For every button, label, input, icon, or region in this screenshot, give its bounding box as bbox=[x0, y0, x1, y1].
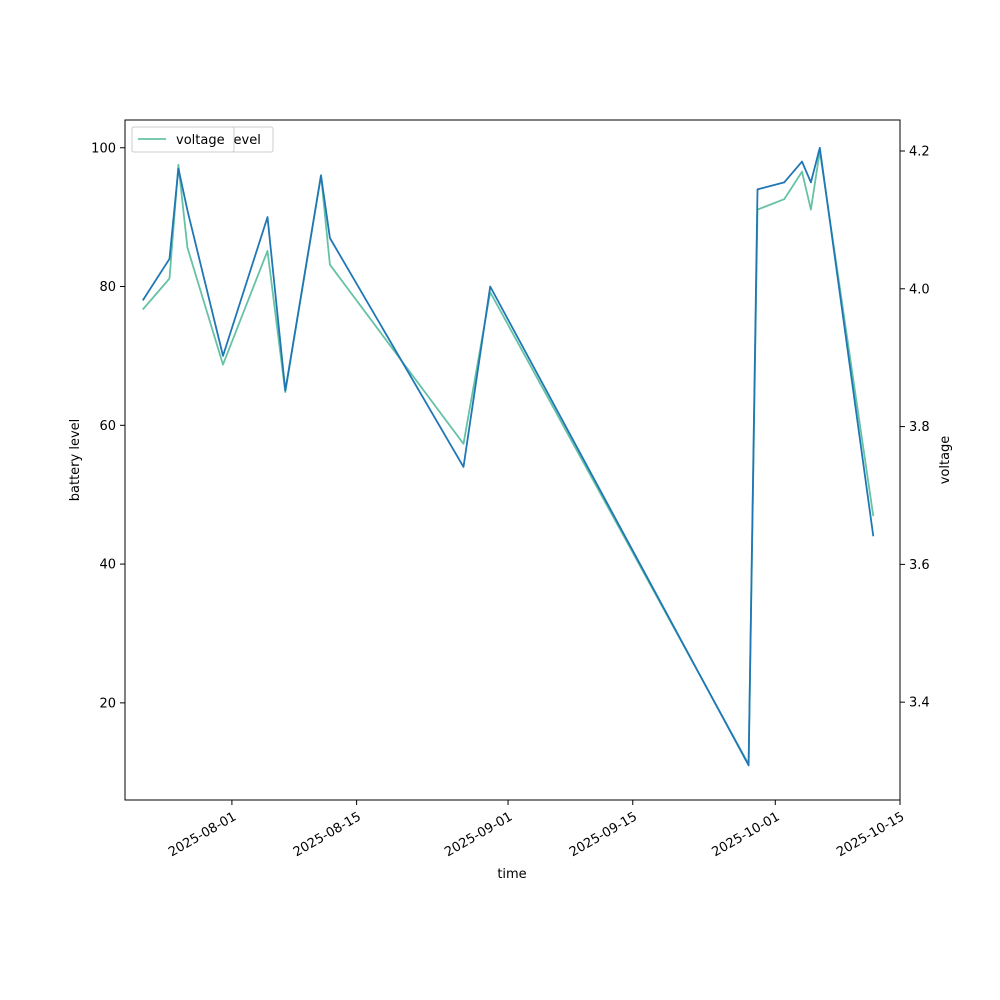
series-layer bbox=[142, 146, 875, 767]
series-line-battery-level bbox=[142, 146, 875, 767]
y-axis-right-label: voltage bbox=[938, 436, 953, 485]
legend-label-battery: voltage bbox=[176, 133, 225, 148]
y-left-tick-label: 60 bbox=[99, 419, 116, 434]
y-left-tick-label: 40 bbox=[99, 558, 116, 573]
y-axis-left-ticks: 20 40 60 80 100 bbox=[91, 141, 125, 711]
legend-box-battery bbox=[131, 126, 235, 153]
y-left-tick-label: 100 bbox=[91, 141, 116, 156]
y-axis-left-label: battery level bbox=[68, 419, 83, 502]
y-right-tick-label: 3.6 bbox=[909, 558, 930, 573]
y-left-tick-label: 20 bbox=[99, 696, 116, 711]
y-axis-right-ticks: 3.4 3.6 3.8 4.0 4.2 bbox=[900, 145, 930, 711]
y-right-tick-label: 3.4 bbox=[909, 696, 930, 711]
y-right-tick-label: 4.0 bbox=[909, 282, 930, 297]
y-right-tick-label: 4.2 bbox=[909, 145, 930, 160]
plot-frame bbox=[124, 119, 901, 801]
y-right-tick-label: 3.8 bbox=[909, 420, 930, 435]
legend: battery_level voltage bbox=[131, 126, 274, 153]
y-left-tick-label: 80 bbox=[99, 280, 116, 295]
x-axis-label: time bbox=[497, 867, 526, 882]
series-line-voltage bbox=[142, 150, 875, 766]
